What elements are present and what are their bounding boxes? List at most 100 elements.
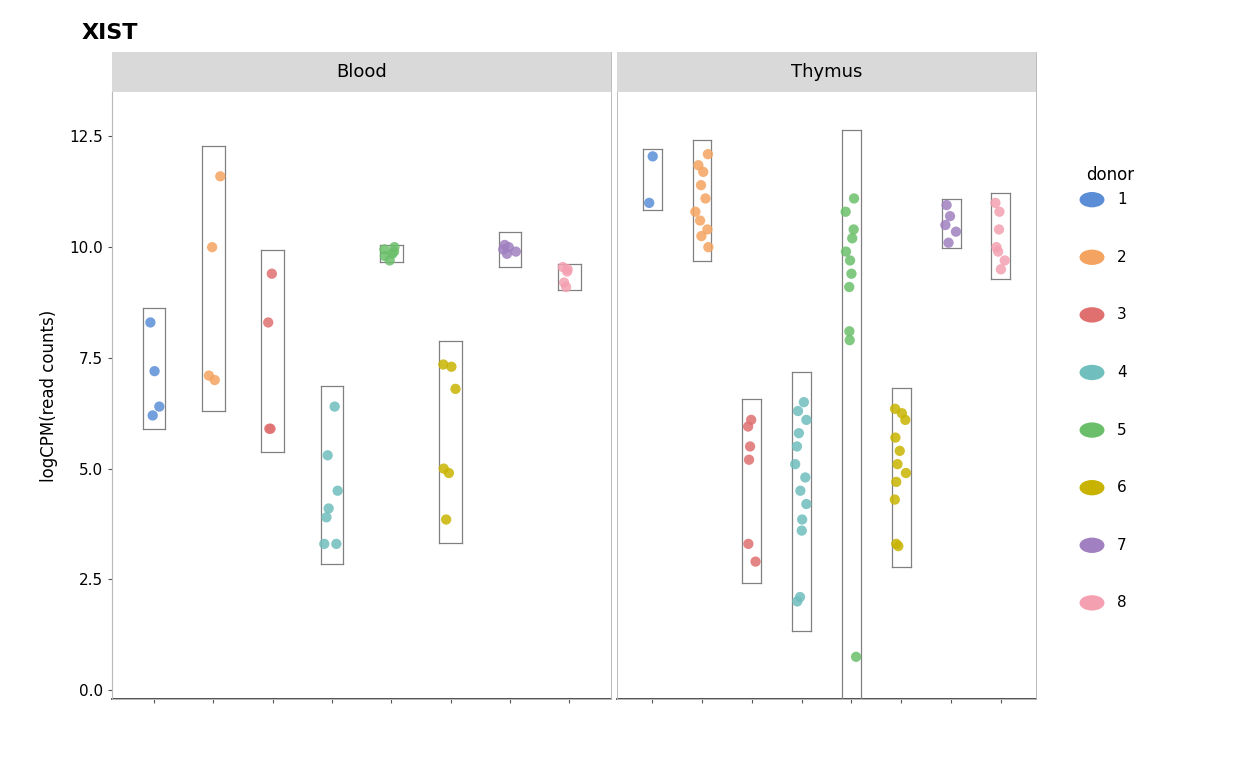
Point [691,179,711,191]
Text: 6: 6 [1117,480,1127,495]
Text: donor: donor [1086,167,1134,184]
Point [936,219,956,231]
Point [890,445,910,457]
Text: 8: 8 [1117,595,1127,611]
Point [796,498,816,510]
Point [995,254,1015,266]
Point [150,400,170,412]
Point [379,254,399,266]
Point [787,405,807,417]
Point [433,359,453,371]
Point [695,192,715,204]
Text: 5: 5 [1117,422,1127,438]
Point [844,192,864,204]
Point [840,254,860,266]
Point [699,241,719,253]
Point [314,538,334,550]
Text: 7: 7 [1117,538,1127,553]
Point [689,159,709,171]
Point [787,440,807,452]
Point [785,458,805,470]
Text: 3: 3 [1117,307,1127,323]
Point [318,449,338,462]
Point [142,409,162,422]
Text: Blood: Blood [336,63,387,81]
Point [839,281,859,293]
Point [836,246,856,258]
Point [328,485,348,497]
Point [439,467,459,479]
Point [791,525,811,537]
Point [211,170,231,183]
Point [790,591,810,603]
Point [558,263,578,276]
Point [494,239,514,251]
Point [205,374,225,386]
Point [938,237,958,249]
Point [739,538,759,550]
Point [318,502,338,515]
Point [499,241,519,253]
Point [840,334,860,346]
Point [886,538,906,550]
Point [988,223,1008,236]
Point [262,267,282,280]
Point [140,316,160,329]
Point [789,427,809,439]
Point [261,422,281,435]
Point [553,261,573,273]
Point [374,250,394,262]
Point [741,414,761,426]
Point [324,400,344,412]
Point [885,432,905,444]
Point [841,267,861,280]
Point [990,206,1010,218]
Point [794,396,814,409]
Text: Thymus: Thymus [791,63,862,81]
Point [698,148,718,161]
Point [739,454,759,466]
Point [384,246,404,258]
Point [198,369,218,382]
Point [896,467,916,479]
Point [842,232,862,244]
Point [885,494,905,506]
Point [795,472,815,484]
Point [258,316,278,329]
Point [436,513,456,525]
Point [986,241,1006,253]
Point [442,361,462,373]
Text: 2: 2 [1117,250,1127,265]
Point [895,414,915,426]
Text: 1: 1 [1117,192,1127,207]
Point [145,365,165,377]
Point [840,325,860,337]
Point [434,462,454,475]
Point [836,206,856,218]
Point [885,402,905,415]
Point [690,214,710,227]
Point [787,595,807,607]
Point [892,407,912,419]
Point [327,538,347,550]
Point [554,276,574,289]
Point [693,166,713,178]
Point [738,420,758,432]
Point [493,243,513,256]
Point [740,440,760,452]
Point [685,206,705,218]
Point [946,226,966,238]
Point [790,485,810,497]
Point [889,540,909,552]
Point [202,241,222,253]
Point [988,246,1008,258]
Point [374,243,394,256]
Point [382,247,402,260]
Point [643,151,663,163]
Point [887,458,907,470]
Text: XIST: XIST [81,23,137,43]
Point [497,247,517,260]
Point [844,223,864,236]
Point [557,266,577,278]
Point [317,511,337,524]
